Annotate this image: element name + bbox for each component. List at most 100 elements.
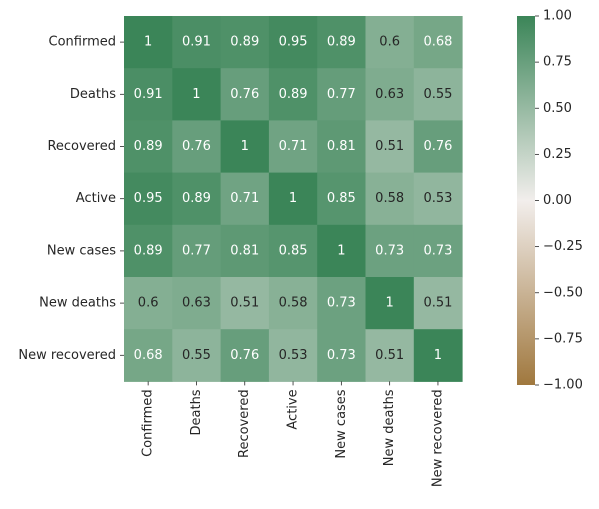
cell-value-label: 0.6 (379, 35, 400, 50)
heatmap-cell-new-recovered-new-cases (317, 329, 366, 382)
cell-value-label: 0.89 (134, 243, 163, 258)
cell-value-label: 1 (241, 139, 249, 154)
cell-value-label: 0.89 (230, 35, 259, 50)
cell-value-label: 0.89 (279, 87, 308, 102)
heatmap-cell-recovered-new-recovered (413, 120, 463, 174)
y-tick-labels: Confirmed Deaths Recovered Active New cases N… (18, 35, 124, 363)
heatmap-cell-recovered-new-deaths (365, 120, 415, 174)
cell-value-label: 0.71 (279, 139, 308, 154)
heatmap-cell-active-recovered (220, 172, 270, 226)
heatmap-cell-deaths-new-cases (317, 68, 366, 121)
cell-value-label: 0.77 (182, 243, 211, 258)
colorbar-gradient (517, 16, 535, 385)
y-tick-label-active: Active (76, 191, 116, 206)
heatmap-cell-deaths-active (268, 68, 318, 121)
cell-value-label: 0.85 (327, 191, 356, 206)
cell-value-label: 0.89 (327, 35, 356, 50)
heatmap-cell-deaths-new-recovered (413, 68, 463, 121)
y-tick-label-new-recovered: New recovered (18, 348, 116, 363)
cell-value-label: 0.81 (327, 139, 356, 154)
heatmap-cell-confirmed-new-deaths (365, 16, 415, 69)
y-tick-label-new-cases: New cases (47, 243, 116, 258)
heatmap-cell-active-confirmed (124, 172, 173, 226)
colorbar: 1.00 0.75 0.50 0.25 0.00 −0.25 −0.50 −0.75 −1.00 (517, 9, 583, 393)
cell-value-label: 0.73 (375, 243, 404, 258)
heatmap-cell-new-deaths-new-cases (317, 277, 366, 330)
cell-value-label: 0.95 (134, 191, 163, 206)
heatmap-cell-new-cases-new-recovered (413, 224, 463, 278)
cell-value-label: 0.76 (230, 87, 259, 102)
cell-value-label: 1 (386, 296, 394, 311)
cell-value-label: 0.76 (230, 348, 259, 363)
cell-value-label: 0.73 (423, 243, 452, 258)
cell-value-label: 0.91 (134, 87, 163, 102)
heatmap-grid: 1 0.91 0.89 0.95 0.89 0.6 0.68 0.91 1 0.76 0.89 0.7… (124, 16, 463, 382)
cell-value-label: 1 (192, 87, 200, 102)
cell-value-label: 0.77 (327, 87, 356, 102)
cell-value-label: 0.68 (423, 35, 452, 50)
x-tick-label-recovered: Recovered (237, 389, 252, 458)
cell-value-label: 0.89 (134, 139, 163, 154)
heatmap-cell-new-deaths-new-deaths (365, 277, 415, 330)
x-tick-labels: Confirmed Deaths Recovered Active New cases N… (141, 381, 445, 487)
heatmap-cell-recovered-deaths (172, 120, 222, 174)
colorbar-tick-label: −0.25 (543, 239, 583, 254)
heatmap-cell-recovered-new-cases (317, 120, 366, 174)
heatmap-cell-confirmed-deaths (172, 16, 222, 69)
cell-value-label: 0.76 (423, 139, 452, 154)
heatmap-cell-new-deaths-deaths (172, 277, 222, 330)
y-tick-label-new-deaths: New deaths (39, 296, 116, 311)
heatmap-cell-new-recovered-new-recovered (413, 329, 463, 382)
colorbar-tick-label: 0.75 (543, 55, 572, 70)
y-tick-label-recovered: Recovered (47, 139, 116, 154)
cell-value-label: 0.55 (182, 348, 211, 363)
heatmap-cell-confirmed-new-recovered (413, 16, 463, 69)
colorbar-tick-label: −0.50 (543, 285, 583, 300)
heatmap-cell-new-cases-new-deaths (365, 224, 415, 278)
heatmap-cell-new-cases-recovered (220, 224, 270, 278)
heatmap-cell-new-recovered-confirmed (124, 329, 173, 382)
heatmap-cell-new-deaths-active (268, 277, 318, 330)
heatmap-cell-confirmed-confirmed (124, 16, 173, 69)
cell-value-label: 0.53 (423, 191, 452, 206)
heatmap-cell-deaths-deaths (172, 68, 222, 121)
heatmap-cell-recovered-active (268, 120, 318, 174)
cell-value-label: 0.51 (375, 139, 404, 154)
heatmap-cell-deaths-new-deaths (365, 68, 415, 121)
heatmap-cell-deaths-recovered (220, 68, 270, 121)
cell-value-label: 1 (434, 348, 442, 363)
x-tick-label-deaths: Deaths (189, 389, 204, 435)
heatmap-cell-new-recovered-deaths (172, 329, 222, 382)
heatmap-cell-active-new-cases (317, 172, 366, 226)
heatmap-cell-active-active (268, 172, 318, 226)
cell-value-label: 0.73 (327, 296, 356, 311)
cell-value-label: 0.58 (279, 296, 308, 311)
cell-value-label: 0.68 (134, 348, 163, 363)
heatmap-cell-new-cases-active (268, 224, 318, 278)
cell-value-label: 1 (289, 191, 297, 206)
heatmap-cell-new-cases-confirmed (124, 224, 173, 278)
heatmap-cell-new-deaths-new-recovered (413, 277, 463, 330)
cell-value-label: 0.63 (375, 87, 404, 102)
heatmap-cell-active-new-deaths (365, 172, 415, 226)
heatmap-cell-new-recovered-new-deaths (365, 329, 415, 382)
cell-value-label: 0.55 (423, 87, 452, 102)
cell-value-label: 0.58 (375, 191, 404, 206)
heatmap-cell-active-deaths (172, 172, 222, 226)
cell-value-label: 0.51 (230, 296, 259, 311)
y-tick-label-confirmed: Confirmed (49, 35, 117, 50)
cell-value-label: 1 (144, 35, 152, 50)
cell-value-label: 0.89 (182, 191, 211, 206)
x-tick-label-confirmed: Confirmed (141, 389, 156, 457)
cell-value-label: 0.63 (182, 296, 211, 311)
heatmap-cell-recovered-confirmed (124, 120, 173, 174)
heatmap-cell-confirmed-new-cases (317, 16, 366, 69)
heatmap-cell-new-deaths-confirmed (124, 277, 173, 330)
cell-value-label: 0.53 (279, 348, 308, 363)
cell-value-label: 0.91 (182, 35, 211, 50)
x-tick-label-new-recovered: New recovered (430, 389, 445, 487)
heatmap-cell-new-recovered-recovered (220, 329, 270, 382)
x-tick-label-new-cases: New cases (334, 389, 349, 458)
heatmap-cell-new-cases-deaths (172, 224, 222, 278)
